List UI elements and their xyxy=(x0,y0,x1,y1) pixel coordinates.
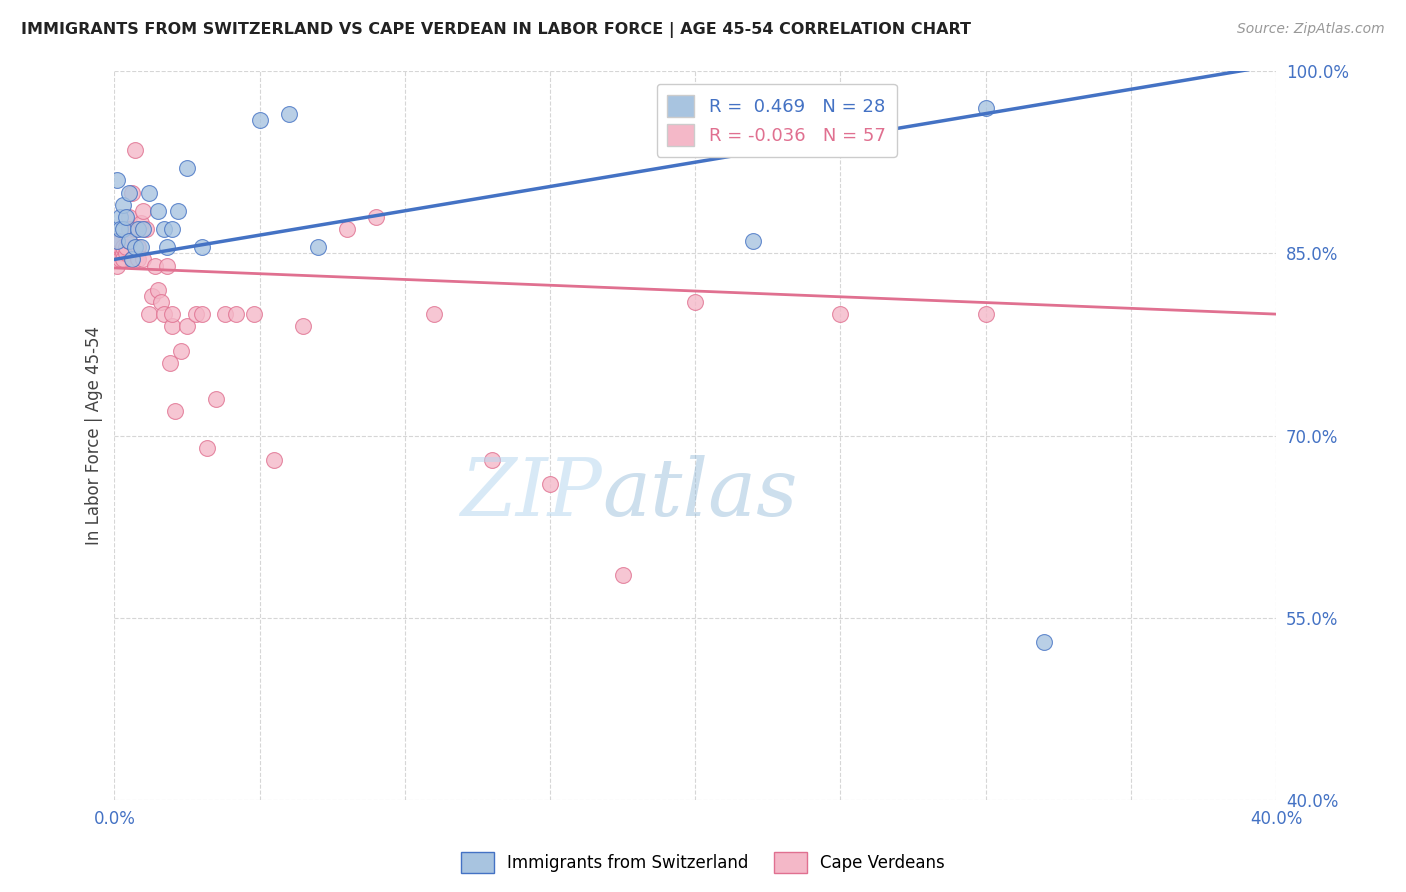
Point xyxy=(110,240,132,254)
Point xyxy=(205,392,228,407)
Point xyxy=(112,246,135,260)
Point xyxy=(307,240,329,254)
Point xyxy=(162,222,184,236)
Point xyxy=(364,210,387,224)
Point xyxy=(165,404,187,418)
Point xyxy=(118,222,141,236)
Point xyxy=(129,240,152,254)
Point xyxy=(190,240,212,254)
Point xyxy=(105,246,128,260)
Point xyxy=(423,307,446,321)
Point xyxy=(115,240,138,254)
Point xyxy=(292,319,315,334)
Text: ZIP: ZIP xyxy=(461,455,602,533)
Text: atlas: atlas xyxy=(602,455,797,533)
Point xyxy=(243,307,266,321)
Point xyxy=(683,295,706,310)
Point xyxy=(336,222,359,236)
Point xyxy=(974,101,997,115)
Point xyxy=(110,222,132,236)
Point xyxy=(112,252,135,267)
Point xyxy=(121,186,143,200)
Point xyxy=(225,307,247,321)
Point xyxy=(277,106,299,120)
Point xyxy=(146,283,169,297)
Point xyxy=(170,343,193,358)
Point xyxy=(141,289,163,303)
Point xyxy=(184,307,207,321)
Point xyxy=(214,307,236,321)
Point xyxy=(110,252,132,267)
Point xyxy=(121,252,143,267)
Point xyxy=(1032,635,1054,649)
Point xyxy=(143,259,166,273)
Point xyxy=(538,477,561,491)
Legend: Immigrants from Switzerland, Cape Verdeans: Immigrants from Switzerland, Cape Verdea… xyxy=(454,846,952,880)
Point xyxy=(135,222,157,236)
Point xyxy=(132,203,155,218)
Point xyxy=(146,203,169,218)
Point xyxy=(112,222,135,236)
Point xyxy=(105,173,128,187)
Point xyxy=(481,453,503,467)
Point xyxy=(132,222,155,236)
Point xyxy=(127,222,149,236)
Point xyxy=(105,246,128,260)
Point xyxy=(152,222,174,236)
Point xyxy=(127,240,149,254)
Point xyxy=(195,441,218,455)
Point xyxy=(127,252,149,267)
Point xyxy=(190,307,212,321)
Point xyxy=(974,307,997,321)
Point xyxy=(263,453,285,467)
Text: IMMIGRANTS FROM SWITZERLAND VS CAPE VERDEAN IN LABOR FORCE | AGE 45-54 CORRELATI: IMMIGRANTS FROM SWITZERLAND VS CAPE VERD… xyxy=(21,22,972,38)
Point xyxy=(110,234,132,248)
Point xyxy=(124,143,146,157)
Point xyxy=(742,234,765,248)
Point xyxy=(149,295,172,310)
Point xyxy=(176,161,198,176)
Point xyxy=(162,319,184,334)
Point xyxy=(118,234,141,248)
Point xyxy=(112,240,135,254)
Point xyxy=(132,252,155,267)
Point xyxy=(105,234,128,248)
Point xyxy=(121,252,143,267)
Point xyxy=(152,307,174,321)
Point xyxy=(176,319,198,334)
Point xyxy=(105,234,128,248)
Point xyxy=(118,186,141,200)
Point xyxy=(115,210,138,224)
Point xyxy=(129,216,152,230)
Point xyxy=(156,259,179,273)
Point xyxy=(118,234,141,248)
Point xyxy=(138,186,160,200)
Point xyxy=(124,240,146,254)
Point xyxy=(156,240,179,254)
Point xyxy=(249,112,271,127)
Point xyxy=(167,203,190,218)
Point xyxy=(124,222,146,236)
Point xyxy=(159,356,181,370)
Point xyxy=(612,568,634,582)
Point xyxy=(112,198,135,212)
Point xyxy=(115,246,138,260)
Text: Source: ZipAtlas.com: Source: ZipAtlas.com xyxy=(1237,22,1385,37)
Point xyxy=(105,234,128,248)
Point xyxy=(105,259,128,273)
Point xyxy=(830,307,852,321)
Point xyxy=(118,210,141,224)
Y-axis label: In Labor Force | Age 45-54: In Labor Force | Age 45-54 xyxy=(86,326,103,545)
Point xyxy=(138,307,160,321)
Point xyxy=(162,307,184,321)
Legend: R =  0.469   N = 28, R = -0.036   N = 57: R = 0.469 N = 28, R = -0.036 N = 57 xyxy=(657,84,897,157)
Point xyxy=(110,210,132,224)
